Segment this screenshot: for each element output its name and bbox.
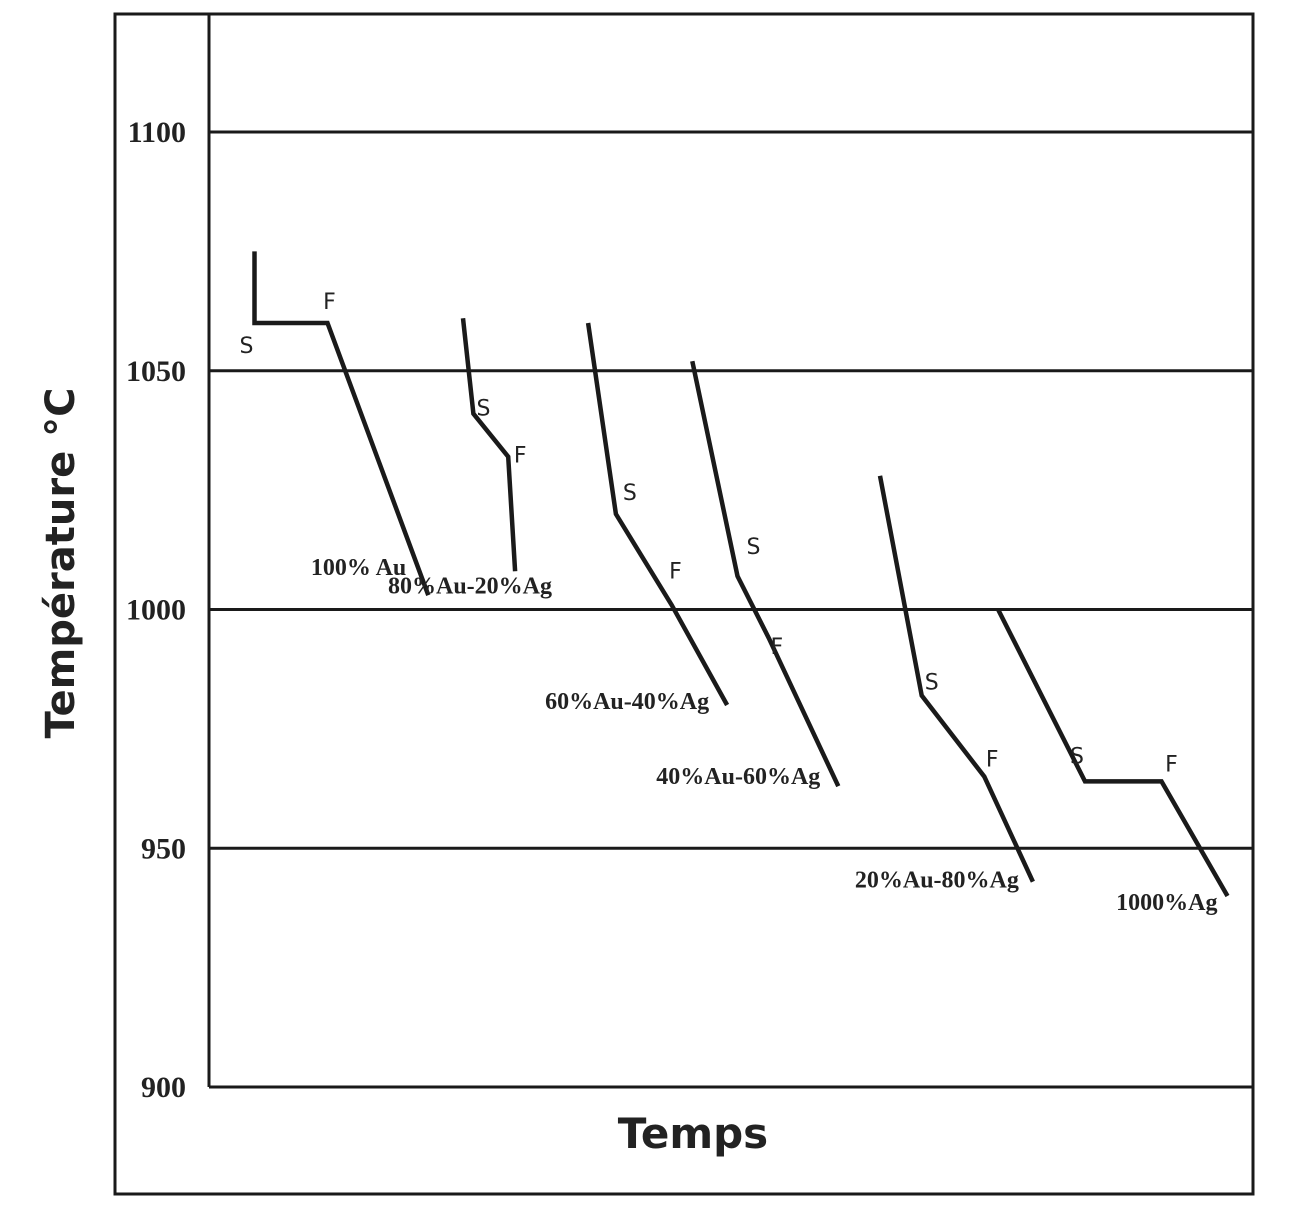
curve-label-2: 80%Au-20%Ag xyxy=(388,573,552,599)
marker-f-6: F xyxy=(1165,752,1178,777)
marker-f-4: F xyxy=(770,635,783,660)
curve-3 xyxy=(585,322,730,707)
curve-label-6: 1000%Ag xyxy=(1116,890,1217,916)
curve-5 xyxy=(877,475,1035,883)
marker-s-2: S xyxy=(476,397,490,422)
y-tick-900: 900 xyxy=(141,1071,186,1104)
outer-frame xyxy=(113,12,1255,1196)
marker-s-4: S xyxy=(747,535,761,560)
curve-6 xyxy=(996,608,1230,898)
gridlines xyxy=(209,130,1253,1089)
curve-2 xyxy=(460,317,518,572)
curve-label-5: 20%Au-80%Ag xyxy=(855,868,1019,894)
marker-f-2: F xyxy=(514,444,527,469)
marker-s-1: S xyxy=(240,334,254,359)
y-tick-1100: 1100 xyxy=(128,116,186,149)
marker-s-3: S xyxy=(623,481,637,506)
marker-f-1: F xyxy=(323,290,336,315)
marker-s-6: S xyxy=(1070,744,1084,769)
y-tick-950: 950 xyxy=(141,832,186,865)
curve-label-4: 40%Au-60%Ag xyxy=(656,764,820,790)
curve-4 xyxy=(690,360,841,788)
curve-1 xyxy=(252,251,431,596)
y-tick-labels: 1100 1050 1000 950 900 xyxy=(126,116,186,1104)
curve-label-1: 100% Au xyxy=(311,555,406,581)
x-axis-label: Temps xyxy=(618,1109,768,1158)
y-tick-1000: 1000 xyxy=(126,594,186,627)
y-axis-label: Température °C xyxy=(38,388,84,739)
marker-s-5: S xyxy=(925,670,939,695)
curve-label-3: 60%Au-40%Ag xyxy=(545,689,709,715)
y-tick-1050: 1050 xyxy=(126,355,186,388)
cooling-curves xyxy=(252,251,1230,898)
marker-f-5: F xyxy=(986,748,999,773)
marker-f-3: F xyxy=(669,560,682,585)
